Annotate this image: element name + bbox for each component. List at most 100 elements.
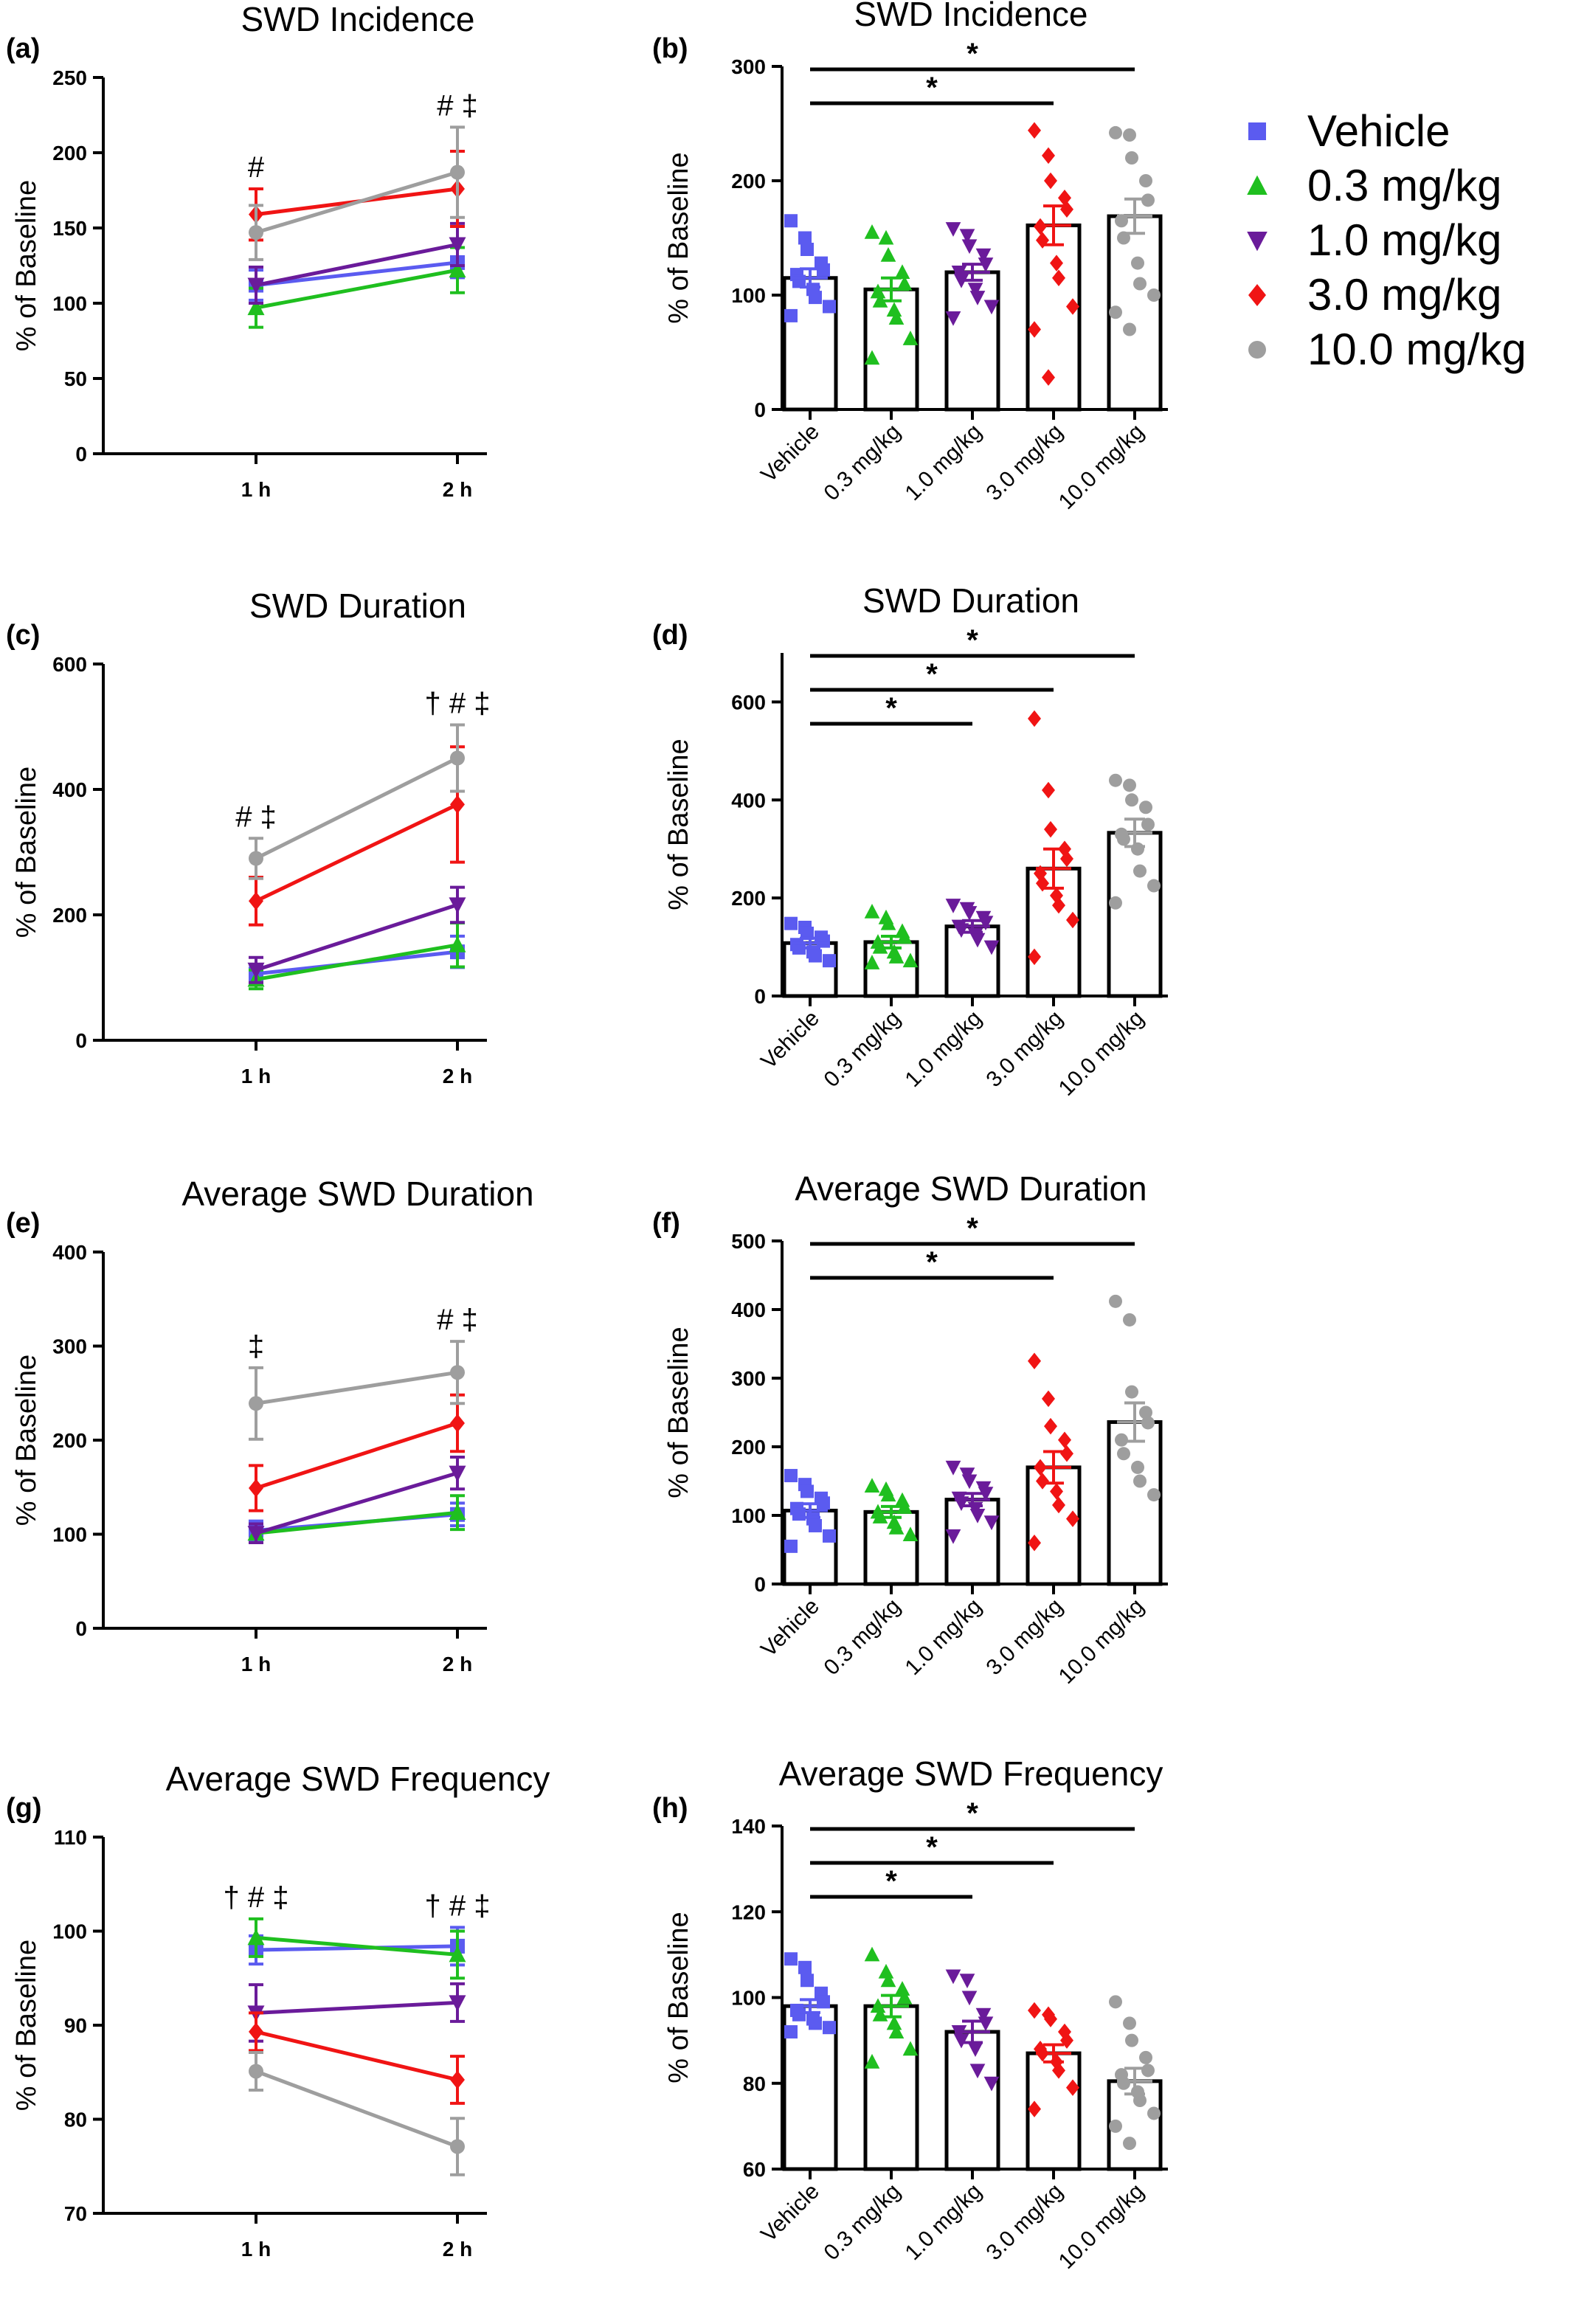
scatter-point (800, 1484, 814, 1498)
series-line (255, 170, 458, 235)
y-tick-label: 0 (75, 1029, 87, 1052)
legend-marker (1247, 232, 1268, 252)
scatter-point (823, 1529, 836, 1543)
x-tick-label: 0.3 mg/kg (819, 1594, 905, 1680)
scatter-point (961, 906, 978, 921)
series-10-0-mg-kg (249, 1340, 465, 1441)
data-point (249, 225, 263, 241)
scatter-point (969, 1509, 986, 1524)
data-point (450, 750, 465, 766)
scatter-point (959, 229, 975, 244)
panel-title: SWD Incidence (854, 0, 1087, 33)
scatter-point (1147, 879, 1161, 893)
scatter-point (880, 915, 896, 930)
y-axis-label: % of Baseline (11, 1940, 42, 2111)
error-bar (955, 919, 990, 934)
data-point (450, 795, 465, 814)
y-tick-label: 0 (754, 1573, 766, 1596)
series-line (255, 943, 458, 982)
scatter-point (969, 933, 986, 948)
significance-star: * (926, 1246, 938, 1279)
series-line (255, 756, 459, 860)
scatter-point (1123, 2016, 1136, 2030)
legend-marker (1248, 284, 1266, 306)
scatter-point (1052, 896, 1065, 914)
scatter-point (983, 300, 1000, 315)
y-axis-label: % of Baseline (663, 739, 694, 910)
x-tick-label: 1 h (241, 1653, 271, 1675)
scatter-point (1044, 172, 1057, 190)
scatter-point (1109, 896, 1122, 910)
y-tick-label: 120 (731, 1901, 766, 1923)
legend: Vehicle 0.3 mg/kg 1.0 mg/kg 3.0 mg/kg 10.0 m… (1247, 106, 1526, 374)
y-tick-label: 110 (54, 1826, 87, 1849)
significance-annotation: † # ‡ (224, 1881, 289, 1914)
y-tick-label: 0 (754, 985, 766, 1008)
x-tick-label: 10.0 mg/kg (1054, 1594, 1149, 1689)
error-bar (1036, 2043, 1071, 2064)
data-point (449, 1504, 466, 1521)
scatter-point (945, 1969, 961, 1985)
scatter-point (1109, 125, 1122, 139)
x-tick-label: 2 h (443, 478, 472, 501)
significance-annotation: † # ‡ (425, 1889, 491, 1922)
panel-label: (c) (6, 620, 40, 651)
scatter-point (784, 2025, 798, 2038)
legend-label: 0.3 mg/kg (1307, 161, 1501, 210)
panel-title: Average SWD Duration (795, 1169, 1147, 1208)
scatter-point (1141, 817, 1155, 831)
scatter-point (1125, 151, 1138, 165)
scatter-point (1117, 1447, 1130, 1461)
x-tick-label: 2 h (443, 1653, 472, 1675)
data-point (247, 277, 265, 294)
scatter-point (878, 1963, 894, 1979)
series-0-3-mg-kg (247, 246, 466, 329)
scatter-point (784, 214, 798, 228)
series-line (255, 2030, 458, 2082)
x-tick-label: 1.0 mg/kg (900, 420, 986, 505)
data-point (249, 1479, 263, 1498)
scatter-point (800, 243, 814, 256)
scatter-point (978, 257, 994, 272)
bar (863, 2004, 919, 2171)
significance-annotation: # ‡ (437, 89, 478, 122)
scatter-point (1052, 2062, 1065, 2079)
scatter-point (880, 1487, 896, 1502)
x-tick-label: 3.0 mg/kg (981, 1006, 1067, 1092)
series-3-0-mg-kg (249, 1393, 465, 1512)
data-point (450, 1414, 465, 1433)
scatter-point (1117, 832, 1130, 846)
significance-annotation: # ‡ (437, 1304, 478, 1336)
scatter-point (1125, 1385, 1138, 1399)
scatter-point (1028, 122, 1041, 139)
x-tick-label: 2 h (443, 1065, 472, 1087)
panel-d: (d) SWD Duration 0 200 400 600 % of Baseline Ve… (652, 581, 1168, 1101)
y-tick-label: 0 (754, 398, 766, 421)
scatter-point (902, 2041, 919, 2056)
panel-e: (e) Average SWD Duration 0 100 200 300 400 % of… (6, 1175, 534, 1675)
x-tick-label: 1 h (241, 478, 271, 501)
x-tick-label: 10.0 mg/kg (1054, 2179, 1149, 2274)
scatter-point (1139, 2050, 1152, 2064)
scatter-point (798, 1960, 812, 1974)
panel-label: (e) (6, 1208, 40, 1239)
scatter-point (983, 2076, 1000, 2092)
scatter-point (961, 1474, 978, 1490)
scatter-point (1141, 193, 1155, 207)
scatter-point (1050, 1483, 1063, 1500)
scatter-point (1066, 911, 1079, 929)
y-tick-label: 100 (52, 1524, 87, 1546)
bar (1026, 223, 1082, 412)
scatter-point (784, 1952, 798, 1966)
legend-item: 0.3 mg/kg (1247, 161, 1501, 210)
x-tick-label: 1.0 mg/kg (900, 1594, 986, 1680)
y-tick-label: 100 (731, 1987, 766, 2010)
bar (1107, 831, 1163, 998)
scatter-point (888, 1519, 905, 1535)
scatter-point (1109, 773, 1122, 787)
error-bar (1036, 204, 1071, 246)
data-point (450, 2139, 465, 2154)
error-bar (955, 1492, 990, 1507)
x-tick-label: 3.0 mg/kg (981, 420, 1067, 505)
y-tick-label: 200 (52, 142, 87, 165)
